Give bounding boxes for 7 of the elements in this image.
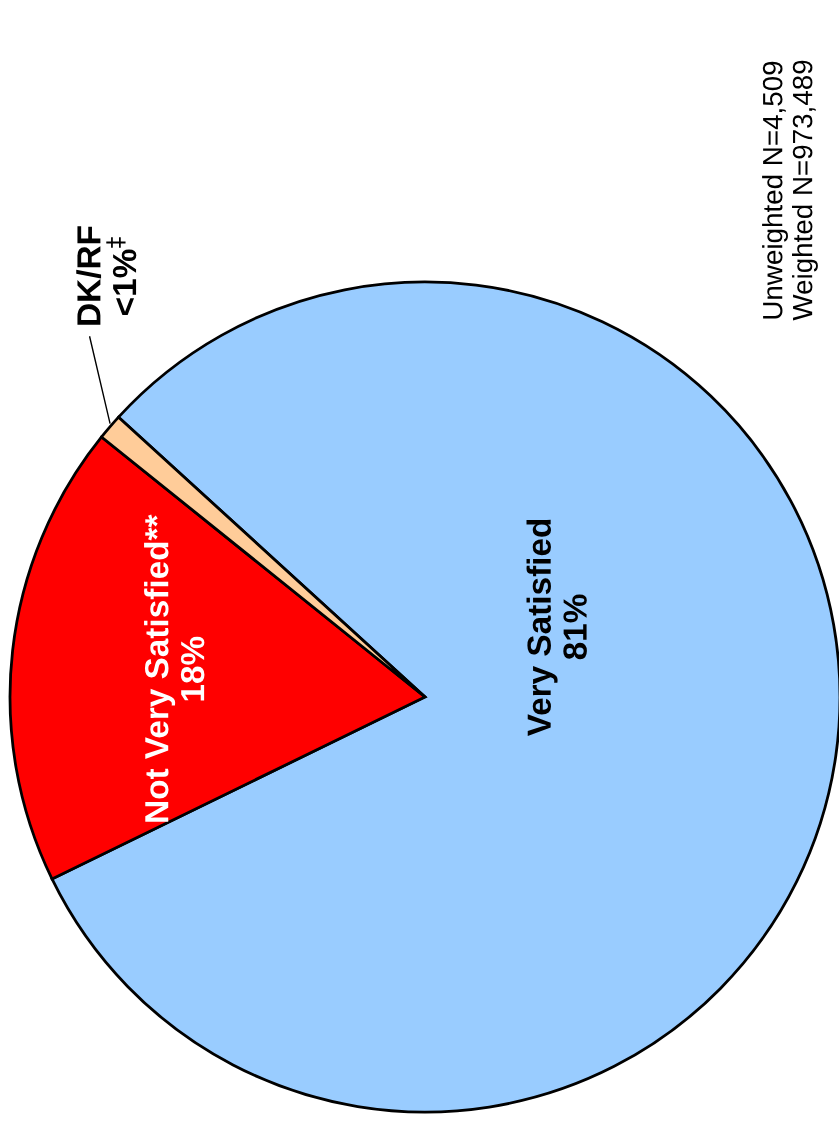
data-label: <1%$^{‡}$ [106, 237, 137, 315]
slice-label: Not Very Satisfied** [144, 514, 176, 822]
data-label: 18% [180, 636, 205, 701]
slice-label: DK/RF [76, 226, 102, 325]
data-label: 81% [563, 594, 587, 660]
text: Unweighted N=4,509 Weighted N=973,489 [762, 60, 818, 321]
slice-label: Very Satisfied [526, 519, 558, 737]
